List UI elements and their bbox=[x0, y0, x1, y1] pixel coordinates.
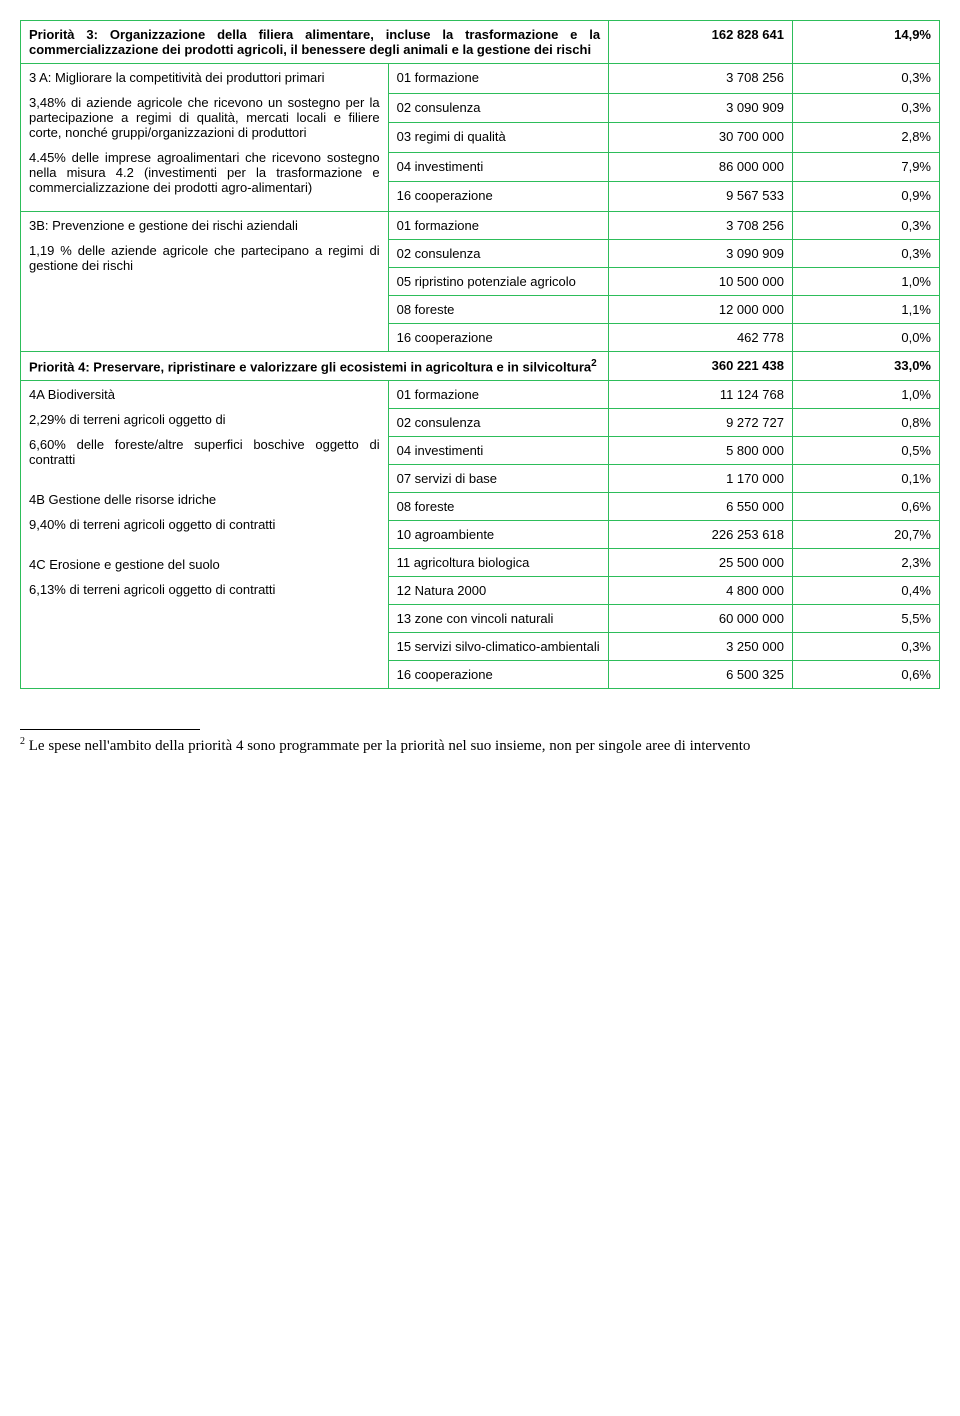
section4-p7: 6,13% di terreni agricoli oggetto di con… bbox=[29, 582, 380, 597]
measure-label: 05 ripristino potenziale agricolo bbox=[388, 268, 609, 296]
footnote-text: Le spese nell'ambito della priorità 4 so… bbox=[25, 738, 750, 754]
section3a-p3: 4.45% delle imprese agroalimentari che r… bbox=[29, 150, 380, 195]
measure-pct: 0,4% bbox=[792, 577, 939, 605]
measure-label: 16 cooperazione bbox=[388, 324, 609, 352]
measure-pct: 0,9% bbox=[792, 182, 939, 212]
measure-value: 3 708 256 bbox=[609, 64, 793, 94]
measure-pct: 7,9% bbox=[792, 152, 939, 182]
footnote-separator bbox=[20, 729, 200, 730]
measure-value: 3 250 000 bbox=[609, 633, 793, 661]
section3b-p2: 1,19 % delle aziende agricole che partec… bbox=[29, 243, 380, 273]
measure-pct: 1,0% bbox=[792, 381, 939, 409]
section3b-p1: 3B: Prevenzione e gestione dei rischi az… bbox=[29, 218, 380, 233]
priority3-header-row: Priorità 3: Organizzazione della filiera… bbox=[21, 21, 940, 64]
measure-label: 04 investimenti bbox=[388, 437, 609, 465]
measure-label: 07 servizi di base bbox=[388, 465, 609, 493]
table-row: 4A Biodiversità 2,29% di terreni agricol… bbox=[21, 381, 940, 409]
measure-pct: 1,1% bbox=[792, 296, 939, 324]
measure-value: 60 000 000 bbox=[609, 605, 793, 633]
measure-pct: 2,8% bbox=[792, 123, 939, 153]
priority3-total-pct: 14,9% bbox=[792, 21, 939, 64]
section4-desc: 4A Biodiversità 2,29% di terreni agricol… bbox=[21, 381, 389, 689]
measure-label: 15 servizi silvo-climatico-ambientali bbox=[388, 633, 609, 661]
section3b-desc: 3B: Prevenzione e gestione dei rischi az… bbox=[21, 212, 389, 352]
measure-label: 02 consulenza bbox=[388, 409, 609, 437]
measure-label: 01 formazione bbox=[388, 64, 609, 94]
measure-pct: 0,6% bbox=[792, 493, 939, 521]
priority4-sup: 2 bbox=[591, 358, 597, 369]
measure-pct: 0,0% bbox=[792, 324, 939, 352]
measure-label: 02 consulenza bbox=[388, 93, 609, 123]
priority4-title-text: Priorità 4: Preservare, ripristinare e v… bbox=[29, 359, 591, 374]
measure-value: 30 700 000 bbox=[609, 123, 793, 153]
priority3-title: Priorità 3: Organizzazione della filiera… bbox=[21, 21, 609, 64]
measure-pct: 0,3% bbox=[792, 633, 939, 661]
measure-pct: 0,5% bbox=[792, 437, 939, 465]
priority4-total-pct: 33,0% bbox=[792, 352, 939, 381]
measure-label: 13 zone con vincoli naturali bbox=[388, 605, 609, 633]
measure-value: 6 550 000 bbox=[609, 493, 793, 521]
priority4-total-value: 360 221 438 bbox=[609, 352, 793, 381]
measure-value: 25 500 000 bbox=[609, 549, 793, 577]
section3a-desc: 3 A: Migliorare la competitività dei pro… bbox=[21, 64, 389, 212]
measure-value: 11 124 768 bbox=[609, 381, 793, 409]
measure-label: 08 foreste bbox=[388, 296, 609, 324]
table-row: 3B: Prevenzione e gestione dei rischi az… bbox=[21, 212, 940, 240]
measure-value: 1 170 000 bbox=[609, 465, 793, 493]
section4-p4: 4B Gestione delle risorse idriche bbox=[29, 492, 380, 507]
priority-table: Priorità 3: Organizzazione della filiera… bbox=[20, 20, 940, 689]
section4-p1: 4A Biodiversità bbox=[29, 387, 380, 402]
measure-value: 4 800 000 bbox=[609, 577, 793, 605]
measure-pct: 2,3% bbox=[792, 549, 939, 577]
section4-p2: 2,29% di terreni agricoli oggetto di bbox=[29, 412, 380, 427]
measure-label: 11 agricoltura biologica bbox=[388, 549, 609, 577]
measure-pct: 0,1% bbox=[792, 465, 939, 493]
measure-label: 12 Natura 2000 bbox=[388, 577, 609, 605]
measure-value: 3 708 256 bbox=[609, 212, 793, 240]
table-row: 3 A: Migliorare la competitività dei pro… bbox=[21, 64, 940, 94]
measure-label: 08 foreste bbox=[388, 493, 609, 521]
measure-label: 16 cooperazione bbox=[388, 182, 609, 212]
measure-label: 16 cooperazione bbox=[388, 661, 609, 689]
measure-pct: 5,5% bbox=[792, 605, 939, 633]
measure-value: 226 253 618 bbox=[609, 521, 793, 549]
measure-value: 12 000 000 bbox=[609, 296, 793, 324]
footnote: 2 Le spese nell'ambito della priorità 4 … bbox=[20, 736, 930, 755]
measure-label: 02 consulenza bbox=[388, 240, 609, 268]
measure-value: 9 567 533 bbox=[609, 182, 793, 212]
measure-value: 5 800 000 bbox=[609, 437, 793, 465]
section4-p3: 6,60% delle foreste/altre superfici bosc… bbox=[29, 437, 380, 467]
measure-value: 86 000 000 bbox=[609, 152, 793, 182]
section3a-p1: 3 A: Migliorare la competitività dei pro… bbox=[29, 70, 380, 85]
measure-pct: 0,3% bbox=[792, 212, 939, 240]
measure-value: 462 778 bbox=[609, 324, 793, 352]
measure-label: 01 formazione bbox=[388, 212, 609, 240]
measure-value: 6 500 325 bbox=[609, 661, 793, 689]
section3a-p2: 3,48% di aziende agricole che ricevono u… bbox=[29, 95, 380, 140]
measure-value: 3 090 909 bbox=[609, 93, 793, 123]
priority4-header-row: Priorità 4: Preservare, ripristinare e v… bbox=[21, 352, 940, 381]
measure-pct: 0,8% bbox=[792, 409, 939, 437]
priority4-title: Priorità 4: Preservare, ripristinare e v… bbox=[21, 352, 609, 381]
section4-p6: 4C Erosione e gestione del suolo bbox=[29, 557, 380, 572]
measure-value: 9 272 727 bbox=[609, 409, 793, 437]
measure-pct: 1,0% bbox=[792, 268, 939, 296]
measure-label: 10 agroambiente bbox=[388, 521, 609, 549]
measure-label: 03 regimi di qualità bbox=[388, 123, 609, 153]
priority3-total-value: 162 828 641 bbox=[609, 21, 793, 64]
measure-value: 3 090 909 bbox=[609, 240, 793, 268]
measure-label: 01 formazione bbox=[388, 381, 609, 409]
measure-pct: 0,3% bbox=[792, 93, 939, 123]
section4-p5: 9,40% di terreni agricoli oggetto di con… bbox=[29, 517, 380, 532]
measure-pct: 20,7% bbox=[792, 521, 939, 549]
measure-pct: 0,3% bbox=[792, 240, 939, 268]
measure-pct: 0,6% bbox=[792, 661, 939, 689]
measure-pct: 0,3% bbox=[792, 64, 939, 94]
measure-label: 04 investimenti bbox=[388, 152, 609, 182]
measure-value: 10 500 000 bbox=[609, 268, 793, 296]
